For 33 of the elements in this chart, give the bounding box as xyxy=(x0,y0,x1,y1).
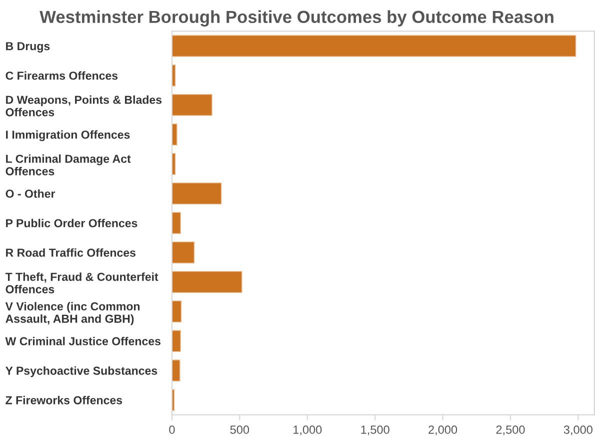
bar xyxy=(172,152,176,176)
y-tick-label: C Firearms Offences xyxy=(6,71,118,80)
y-tick-label: T Theft, Fraud & Counterfeit Offences xyxy=(5,272,158,294)
y-tick-label: W Criminal Justice Offences xyxy=(5,336,160,346)
bar xyxy=(172,64,176,87)
x-tick-label: 0 xyxy=(169,426,175,434)
bar xyxy=(172,330,182,352)
y-tick-label: Y Psychoactive Substances xyxy=(5,366,158,378)
x-tick-label: 500 xyxy=(230,426,250,434)
y-tick-label: P Public Order Offences xyxy=(6,218,138,228)
x-tick-label: 3,000 xyxy=(564,426,592,436)
chart-title: Westminster Borough Positive Outcomes by Outcome Reason xyxy=(40,10,554,27)
bar xyxy=(172,34,576,58)
y-tick-label: I Immigration Offences xyxy=(6,130,130,142)
y-tick-label: B Drugs xyxy=(6,42,50,53)
y-tick-label: Z Fireworks Offences xyxy=(6,396,122,404)
bar xyxy=(172,94,212,116)
bar xyxy=(172,123,178,146)
x-tick-label: 1,000 xyxy=(293,426,322,436)
bar xyxy=(172,270,242,294)
y-tick-label: R Road Traffic Offences xyxy=(6,248,136,257)
x-tick-label: 2,000 xyxy=(428,426,458,436)
x-tick-label: 1,500 xyxy=(361,426,390,436)
bar xyxy=(172,212,182,234)
bar xyxy=(172,182,222,205)
bar xyxy=(172,241,195,264)
y-tick-label: O - Other xyxy=(6,189,56,198)
bar xyxy=(172,359,180,382)
y-tick-label: D Weapons, Points & Blades Offences xyxy=(6,95,162,116)
x-tick-label: 2,500 xyxy=(496,426,525,436)
y-tick-label: V Violence (inc Common Assault, ABH and GBH) xyxy=(5,302,140,326)
bar xyxy=(172,300,182,323)
y-tick-label: L Criminal Damage Act Offences xyxy=(6,154,131,176)
